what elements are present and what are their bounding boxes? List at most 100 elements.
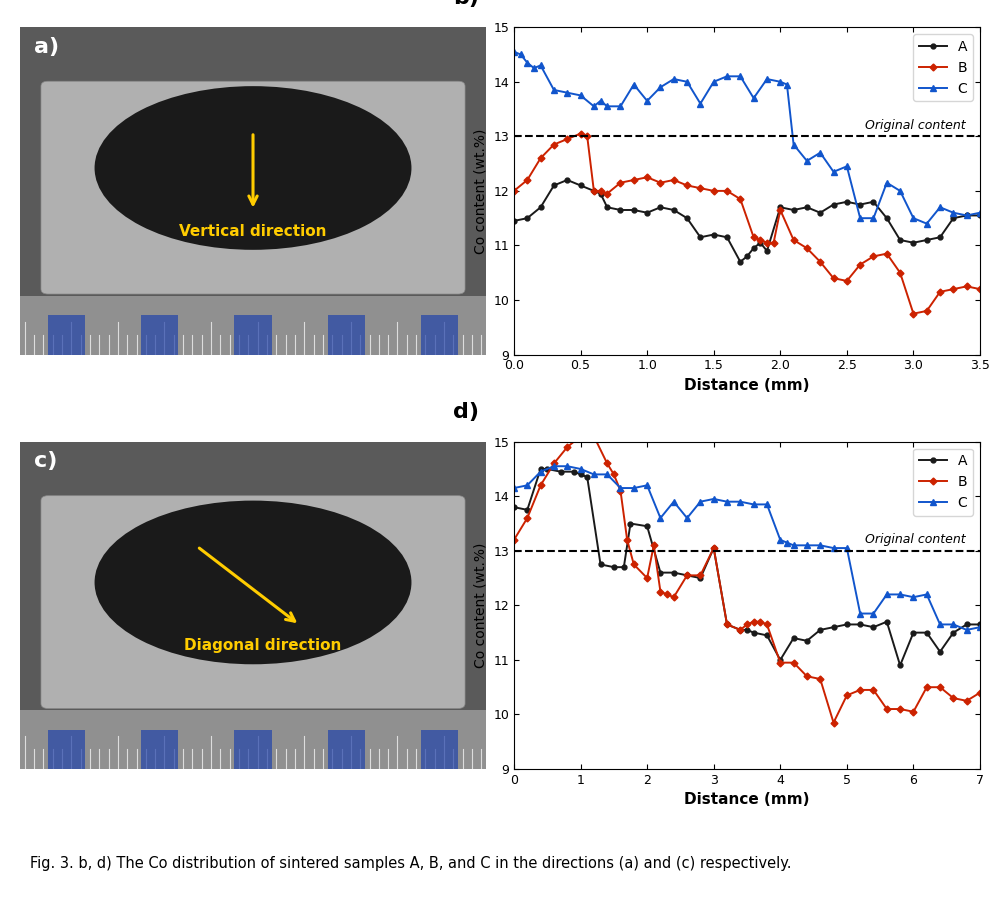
B [681, 570, 693, 580]
Y-axis label: Co content (wt.%): Co content (wt.%) [474, 542, 488, 668]
A [854, 619, 866, 629]
B [708, 542, 720, 553]
Line: C: C [511, 463, 983, 633]
C [761, 73, 773, 84]
C [921, 589, 933, 600]
C [694, 496, 706, 507]
B [668, 174, 680, 185]
C [734, 496, 746, 507]
Bar [328, 730, 365, 769]
Ellipse shape [95, 86, 411, 249]
B [761, 238, 773, 249]
A [801, 636, 813, 647]
B [581, 131, 593, 141]
C [641, 480, 653, 491]
C [708, 493, 720, 504]
C [894, 589, 906, 600]
Text: d): d) [453, 402, 479, 422]
B [575, 431, 587, 442]
A [748, 628, 760, 639]
Text: c): c) [34, 452, 57, 472]
A [624, 518, 636, 529]
C [814, 540, 826, 551]
B [907, 707, 919, 717]
B [788, 658, 800, 668]
B [867, 251, 879, 262]
A [541, 463, 553, 474]
B [588, 431, 600, 442]
A [601, 202, 613, 213]
B [708, 185, 720, 196]
Line: B: B [512, 434, 982, 725]
B [694, 182, 706, 193]
Legend: A, B, C: A, B, C [913, 449, 973, 515]
A [788, 633, 800, 644]
C [907, 213, 919, 224]
A [614, 205, 626, 216]
B [947, 693, 959, 704]
C [694, 98, 706, 109]
A [961, 210, 973, 221]
B [548, 139, 560, 150]
A [881, 616, 893, 627]
C [668, 73, 680, 84]
Text: Diagonal direction: Diagonal direction [184, 639, 341, 653]
A [974, 619, 986, 629]
Text: Original content: Original content [865, 119, 966, 132]
A [961, 619, 973, 629]
C [528, 63, 540, 73]
A [575, 469, 587, 480]
C [961, 624, 973, 635]
A [761, 630, 773, 641]
A [628, 205, 640, 216]
C [575, 463, 587, 474]
A [828, 621, 840, 632]
A [774, 655, 786, 666]
A [681, 213, 693, 224]
A [761, 246, 773, 257]
A [595, 559, 607, 570]
C [575, 90, 587, 101]
A [854, 200, 866, 210]
A [974, 210, 986, 221]
Bar [20, 296, 486, 355]
Line: A: A [512, 178, 982, 264]
B [628, 174, 640, 185]
Bar [48, 316, 85, 355]
B [961, 281, 973, 292]
A [741, 624, 753, 635]
C [708, 76, 720, 87]
B [601, 458, 613, 469]
A [535, 463, 547, 474]
B [721, 185, 733, 196]
C [601, 469, 613, 480]
A [694, 232, 706, 243]
C [588, 469, 600, 480]
A [867, 621, 879, 632]
B [748, 232, 760, 243]
A [608, 561, 620, 572]
B [854, 685, 866, 696]
Bar [328, 316, 365, 355]
A [694, 572, 706, 583]
B [828, 717, 840, 728]
Y-axis label: Co content (wt.%): Co content (wt.%) [474, 128, 488, 254]
Bar [48, 730, 85, 769]
Bar [421, 730, 458, 769]
B [734, 624, 746, 635]
C [721, 71, 733, 82]
B [588, 185, 600, 196]
B [947, 284, 959, 295]
C [781, 79, 793, 90]
B [801, 243, 813, 254]
C [854, 213, 866, 224]
FancyBboxPatch shape [41, 496, 465, 708]
B [628, 559, 640, 570]
A [641, 208, 653, 219]
Bar [234, 316, 272, 355]
B [774, 205, 786, 216]
B [508, 185, 520, 196]
C [508, 483, 520, 493]
Ellipse shape [95, 501, 411, 664]
C [515, 49, 527, 60]
